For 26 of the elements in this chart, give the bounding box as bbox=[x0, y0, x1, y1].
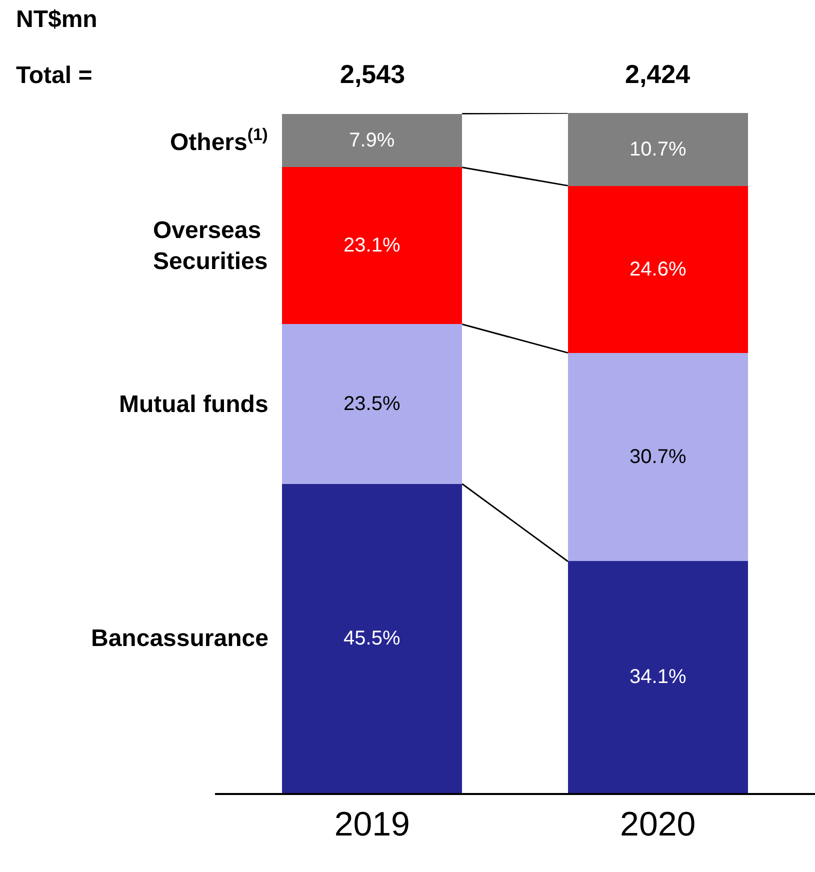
data-label: 30.7% bbox=[630, 446, 686, 468]
text: 2,543 bbox=[340, 59, 406, 89]
bar bbox=[568, 186, 748, 353]
text: Total = bbox=[16, 62, 92, 89]
series-label: Mutual funds bbox=[119, 391, 268, 418]
x-tick-label: 2020 bbox=[620, 806, 696, 844]
data-label: 7.9% bbox=[349, 130, 395, 152]
series-label: Others$^{(1)}$ bbox=[170, 125, 268, 156]
bar bbox=[568, 353, 748, 561]
bar bbox=[568, 561, 748, 793]
bar bbox=[282, 324, 462, 484]
text: NT$mn bbox=[16, 6, 98, 33]
series-label: Overseas Securities bbox=[153, 217, 268, 276]
bar bbox=[282, 484, 462, 793]
bar bbox=[282, 114, 462, 167]
data-label: 24.6% bbox=[630, 258, 686, 280]
bar bbox=[282, 167, 462, 324]
data-label: 45.5% bbox=[344, 628, 400, 650]
data-label: 23.1% bbox=[344, 234, 400, 256]
data-label: 10.7% bbox=[630, 138, 686, 160]
bar bbox=[568, 113, 748, 186]
text: 2,424 bbox=[625, 59, 691, 89]
series-label: Bancassurance bbox=[91, 625, 268, 652]
x-tick-label: 2019 bbox=[334, 806, 410, 844]
data-label: 23.5% bbox=[344, 393, 400, 415]
data-label: 34.1% bbox=[630, 666, 686, 688]
